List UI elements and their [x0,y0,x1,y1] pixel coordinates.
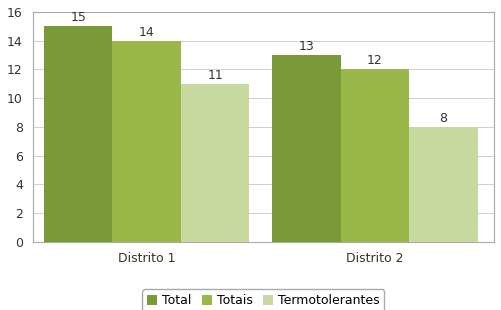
Bar [112,41,181,242]
Bar [341,69,409,242]
Bar [44,26,112,242]
Text: 15: 15 [70,11,86,24]
Text: 13: 13 [299,40,314,53]
Legend: Total, Totais, Termotolerantes: Total, Totais, Termotolerantes [142,290,384,310]
Bar [181,84,249,242]
Text: 11: 11 [207,69,223,82]
Text: 12: 12 [367,54,383,67]
Text: 14: 14 [139,25,154,38]
Bar [409,127,477,242]
Text: 8: 8 [439,112,447,125]
Bar [272,55,341,242]
